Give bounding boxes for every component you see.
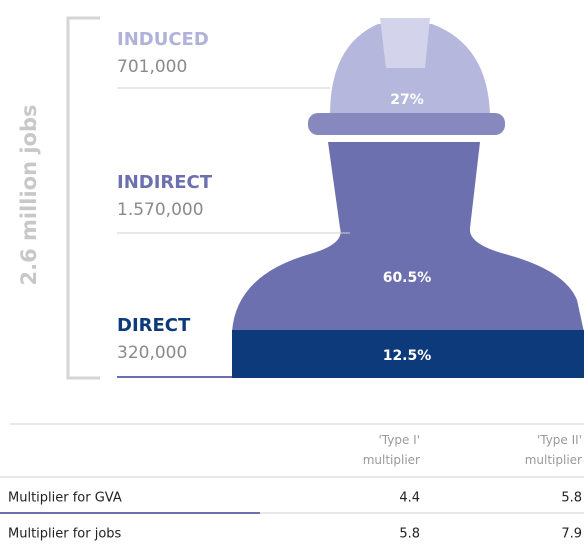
segment-name: DIRECT xyxy=(117,315,191,336)
column-header-text: 'Type II' multiplier xyxy=(521,433,582,467)
column-header: 'Type I' multiplier xyxy=(359,433,420,467)
row-label: Multiplier for jobs xyxy=(8,527,122,542)
column-header: 'Type II' multiplier xyxy=(521,433,582,467)
total-label: 2.6 million jobs xyxy=(17,104,41,285)
segment-count: 701,000 xyxy=(117,57,187,77)
segment-share: 27% xyxy=(390,92,424,108)
cell: 5.8 xyxy=(561,491,582,506)
body xyxy=(232,142,584,332)
bracket xyxy=(68,18,100,378)
segment-share: 12.5% xyxy=(383,348,432,364)
segment-count: 320,000 xyxy=(117,343,187,363)
cell: 5.8 xyxy=(399,527,420,542)
segment-share: 60.5% xyxy=(383,270,432,286)
column-header-text: 'Type I' multiplier xyxy=(359,433,420,467)
cell: 4.4 xyxy=(399,491,420,506)
infographic: 2.6 million jobs INDUCED 701,000 INDIREC… xyxy=(0,0,584,543)
helmet-brim xyxy=(308,113,505,135)
segment-name: INDIRECT xyxy=(117,172,213,193)
cell: 7.9 xyxy=(561,527,582,542)
row-label: Multiplier for GVA xyxy=(8,491,122,506)
segment-name: INDUCED xyxy=(117,29,209,50)
helmet-ridge xyxy=(380,18,430,68)
segment-count: 1.570,000 xyxy=(117,200,204,220)
